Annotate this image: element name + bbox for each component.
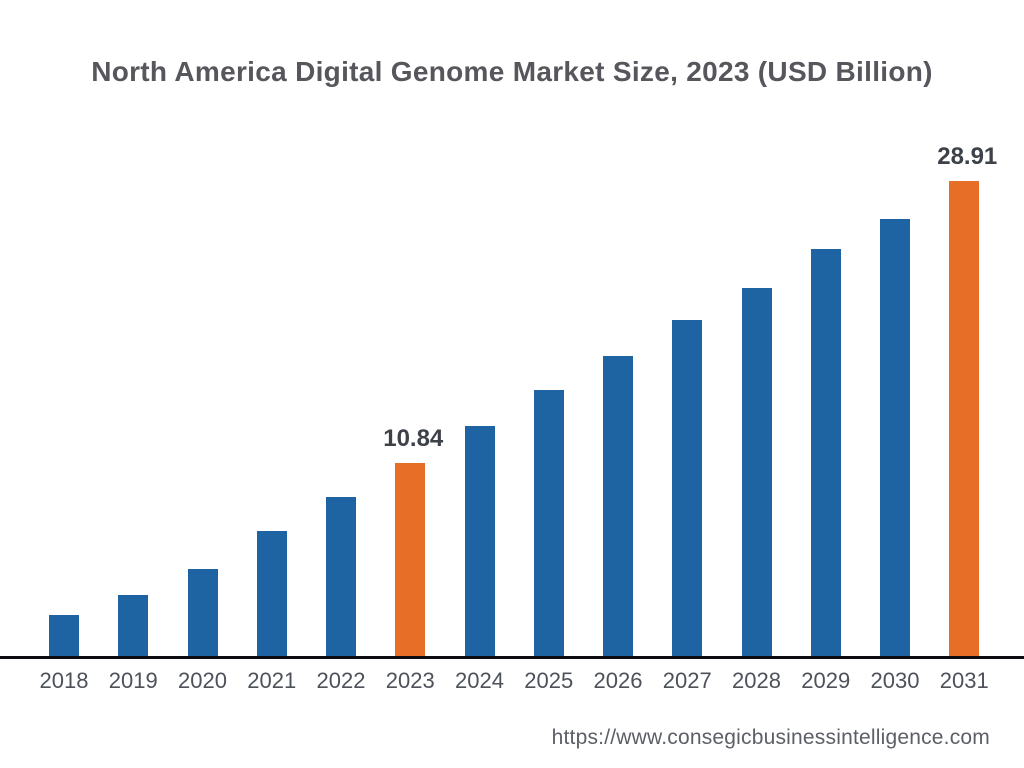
bar-2018 xyxy=(49,615,79,656)
x-tick-label-2019: 2019 xyxy=(108,668,158,693)
x-tick-label-2018: 2018 xyxy=(39,668,89,693)
x-tick-label-2029: 2029 xyxy=(801,668,851,693)
bar-2029 xyxy=(810,249,841,656)
x-axis-line xyxy=(0,656,1024,659)
bar-2024 xyxy=(464,426,495,656)
bar-2030 xyxy=(880,219,910,656)
x-tick-label-2027: 2027 xyxy=(662,668,712,693)
x-tick-label-2031: 2031 xyxy=(939,668,989,693)
x-tick-label-2023: 2023 xyxy=(385,668,435,693)
x-tick-label-2024: 2024 xyxy=(455,668,504,693)
bar-2020 xyxy=(187,569,218,656)
bar-2027 xyxy=(672,320,703,656)
bar-2026 xyxy=(603,356,633,656)
bar-2019 xyxy=(118,595,149,656)
bar-2021 xyxy=(256,531,287,656)
x-tick-label-2020: 2020 xyxy=(178,668,227,693)
data-label-2023: 10.84 xyxy=(383,425,444,452)
data-label-2031: 28.91 xyxy=(937,143,998,170)
x-tick-label-2025: 2025 xyxy=(524,668,574,693)
x-tick-label-2030: 2030 xyxy=(870,668,920,693)
bar-2025 xyxy=(533,390,564,656)
bar-2028 xyxy=(741,288,772,656)
bar-2022 xyxy=(326,497,356,656)
bar-2023 xyxy=(395,463,426,656)
x-tick-label-2026: 2026 xyxy=(593,668,643,693)
chart-title: North America Digital Genome Market Size… xyxy=(91,56,933,87)
x-tick-label-2028: 2028 xyxy=(732,668,781,693)
source-url: https://www.consegicbusinessintelligence… xyxy=(551,726,990,749)
x-tick-label-2021: 2021 xyxy=(247,668,297,693)
bar-2031 xyxy=(949,181,980,656)
x-tick-label-2022: 2022 xyxy=(316,668,366,693)
